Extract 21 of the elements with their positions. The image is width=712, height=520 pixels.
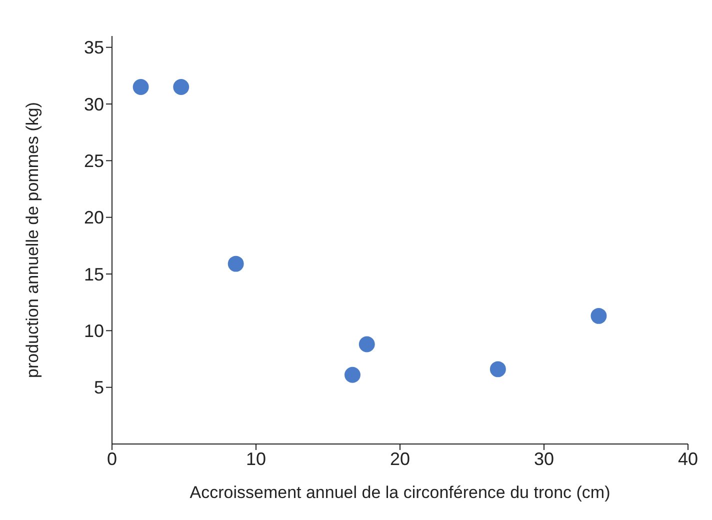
point [490,361,506,378]
x-tick-label: 10 [246,448,266,469]
y-tick-label: 10 [84,321,104,342]
x-tick-label: 30 [534,448,554,469]
y-tick-label: 5 [94,378,104,398]
point [132,79,149,95]
x-tick-label: 20 [390,448,410,469]
y-tick-label: 15 [84,264,104,284]
point [344,366,360,383]
y-axis-title: production annuelle de pommes (kg) [23,102,42,378]
x-tick-label: 0 [106,448,118,469]
y-tick-label: 35 [84,38,104,58]
point [228,256,244,272]
y-tick-label: 20 [84,208,104,228]
y-tick-label: 25 [84,151,104,172]
point [173,79,190,95]
x-tick-label: 40 [678,448,698,469]
point [590,308,607,324]
x-axis-title: Accroissement annuel de la circonférence du tronc (cm) [190,483,610,502]
point [358,336,375,352]
y-tick-label: 30 [84,94,104,114]
